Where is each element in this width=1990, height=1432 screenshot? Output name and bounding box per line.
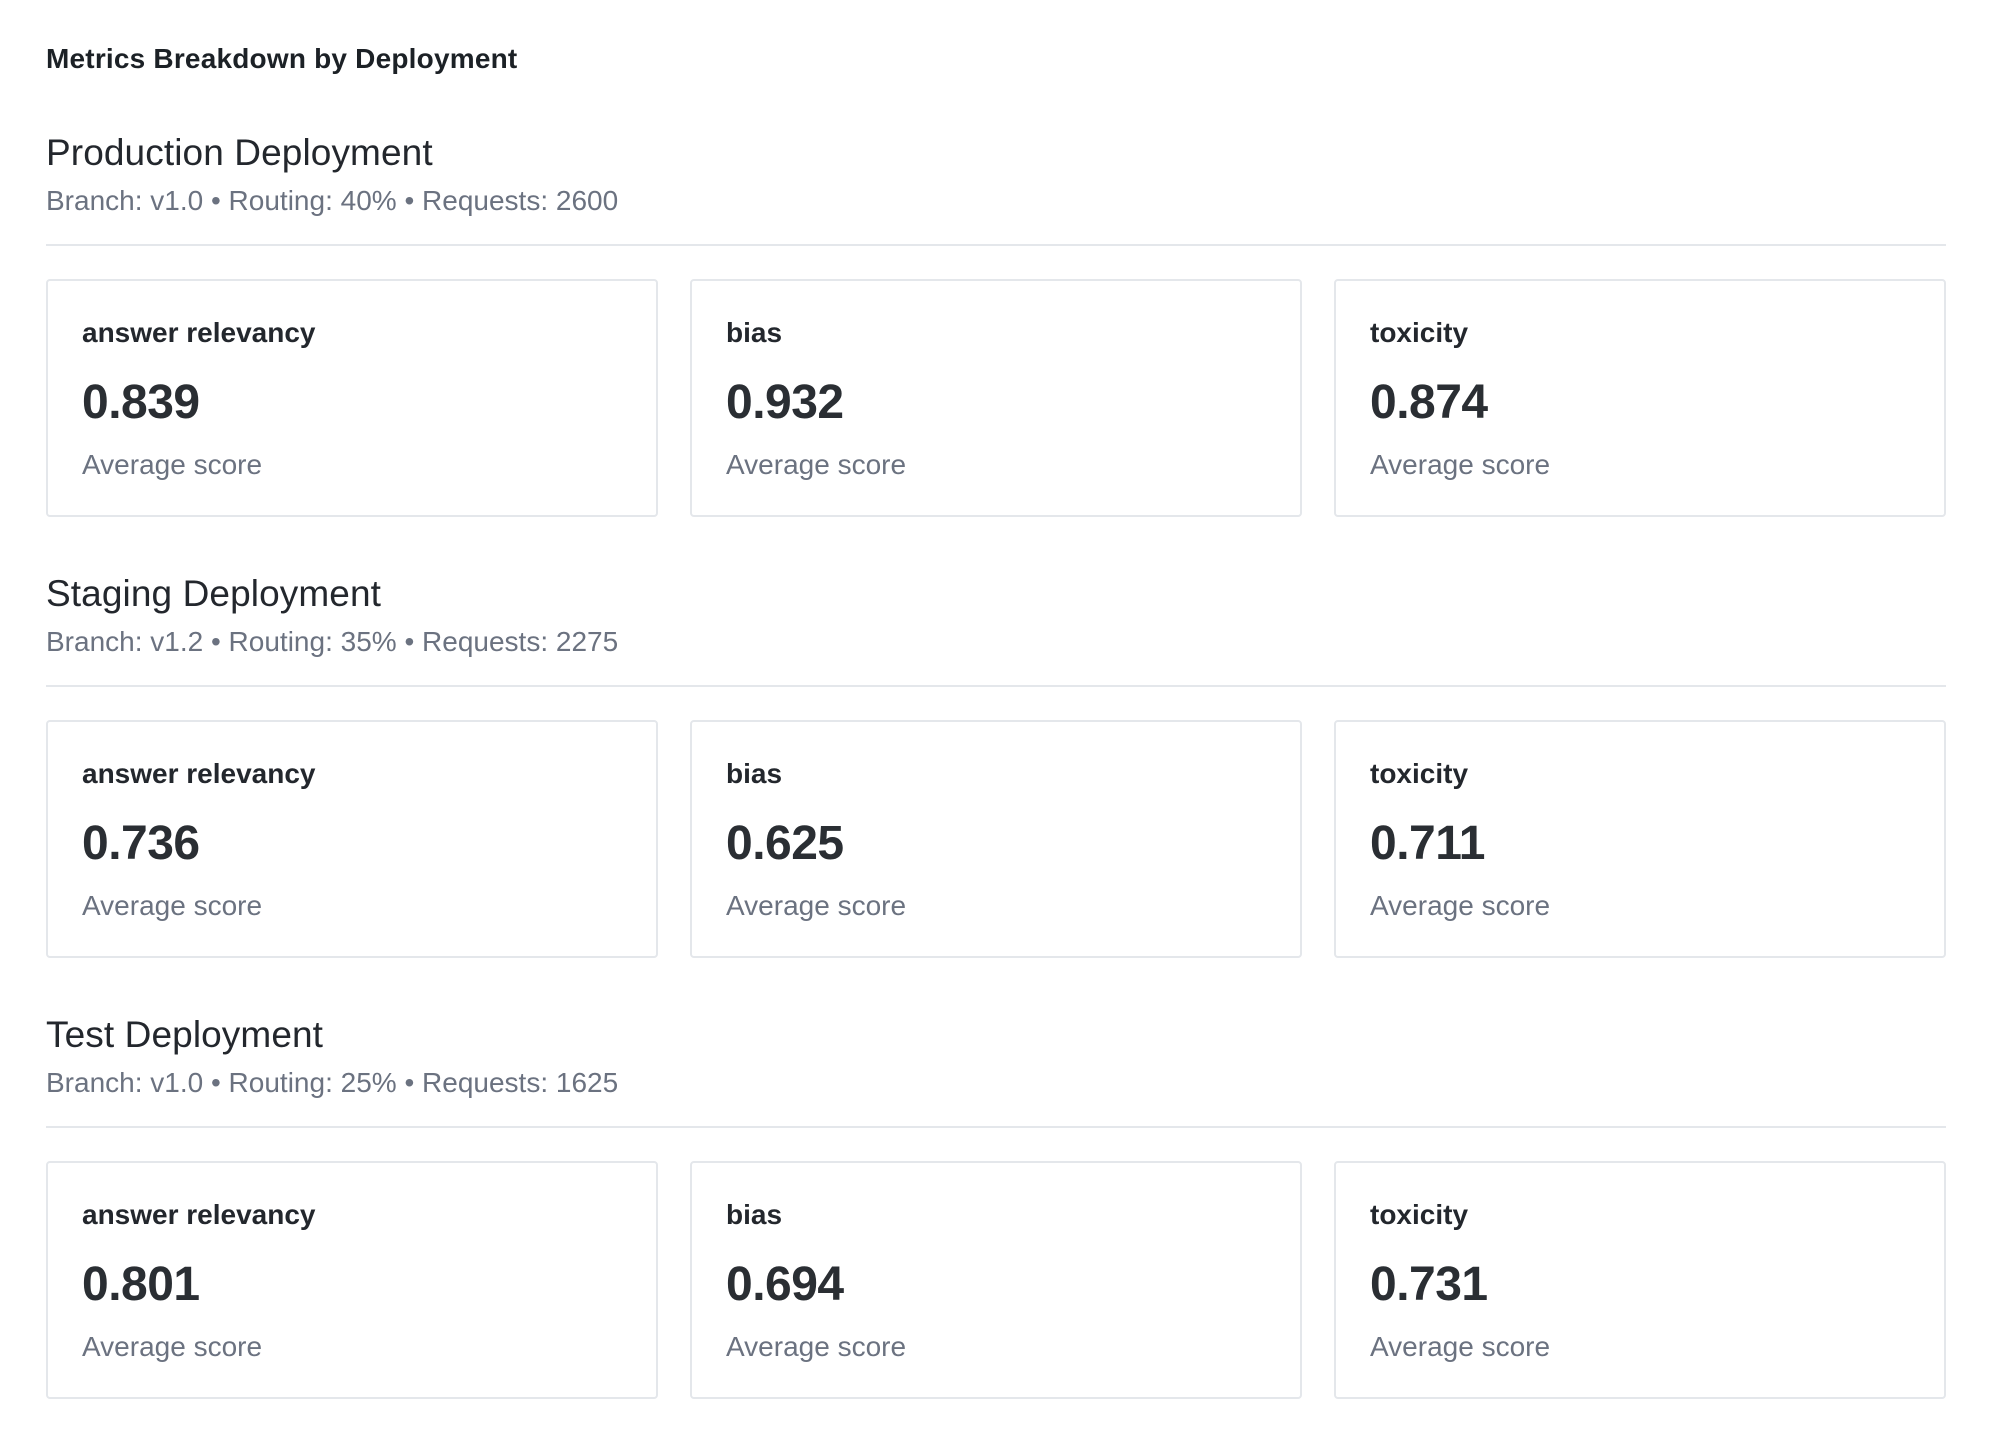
metric-sublabel: Average score bbox=[82, 890, 263, 921]
metric-card-answer-relevancy: answer relevancy 0.736 Average score bbox=[46, 720, 658, 958]
metric-card-row: answer relevancy 0.801 Average score bia… bbox=[46, 1161, 1946, 1399]
metric-sublabel: Average score bbox=[1370, 1331, 1551, 1362]
metric-card-row: answer relevancy 0.839 Average score bia… bbox=[46, 279, 1946, 517]
metric-value: 0.731 bbox=[1370, 1258, 1488, 1311]
metric-name: bias bbox=[726, 1199, 783, 1230]
metric-name: toxicity bbox=[1370, 758, 1469, 789]
metric-name: answer relevancy bbox=[82, 317, 316, 348]
metric-name: bias bbox=[726, 317, 783, 348]
metric-name: toxicity bbox=[1370, 1199, 1469, 1230]
metric-sublabel: Average score bbox=[1370, 449, 1551, 480]
section-heading: Test Deployment bbox=[46, 1014, 324, 1055]
metric-value: 0.625 bbox=[726, 817, 844, 870]
metric-value: 0.839 bbox=[82, 376, 200, 429]
metric-name: answer relevancy bbox=[82, 758, 316, 789]
section-heading: Production Deployment bbox=[46, 132, 433, 173]
metric-value: 0.932 bbox=[726, 376, 844, 429]
page-title: Metrics Breakdown by Deployment bbox=[46, 43, 518, 74]
metric-sublabel: Average score bbox=[726, 890, 907, 921]
metric-card-answer-relevancy: answer relevancy 0.801 Average score bbox=[46, 1161, 658, 1399]
section-heading: Staging Deployment bbox=[46, 573, 381, 614]
metric-value: 0.711 bbox=[1370, 817, 1485, 870]
metric-sublabel: Average score bbox=[1370, 890, 1551, 921]
metric-card-toxicity: toxicity 0.711 Average score bbox=[1334, 720, 1946, 958]
metric-card-bias: bias 0.932 Average score bbox=[690, 279, 1302, 517]
metric-sublabel: Average score bbox=[726, 1331, 907, 1362]
metric-sublabel: Average score bbox=[82, 1331, 263, 1362]
metric-name: answer relevancy bbox=[82, 1199, 316, 1230]
section-production-deployment: Production Deployment Branch: v1.0 • Rou… bbox=[46, 130, 1946, 517]
section-divider bbox=[46, 1126, 1946, 1128]
metric-value: 0.801 bbox=[82, 1258, 200, 1311]
metric-value: 0.694 bbox=[726, 1258, 844, 1311]
metric-card-row: answer relevancy 0.736 Average score bia… bbox=[46, 720, 1946, 958]
section-meta: Branch: v1.0 • Routing: 40% • Requests: … bbox=[46, 185, 619, 216]
metric-name: toxicity bbox=[1370, 317, 1469, 348]
metric-card-toxicity: toxicity 0.731 Average score bbox=[1334, 1161, 1946, 1399]
metric-name: bias bbox=[726, 758, 783, 789]
metric-card-bias: bias 0.625 Average score bbox=[690, 720, 1302, 958]
metric-card-bias: bias 0.694 Average score bbox=[690, 1161, 1302, 1399]
section-meta: Branch: v1.2 • Routing: 35% • Requests: … bbox=[46, 626, 619, 657]
metric-value: 0.736 bbox=[82, 817, 200, 870]
section-test-deployment: Test Deployment Branch: v1.0 • Routing: … bbox=[46, 1012, 1946, 1399]
metric-card-answer-relevancy: answer relevancy 0.839 Average score bbox=[46, 279, 658, 517]
metric-sublabel: Average score bbox=[82, 449, 263, 480]
section-meta: Branch: v1.0 • Routing: 25% • Requests: … bbox=[46, 1067, 619, 1098]
metric-value: 0.874 bbox=[1370, 376, 1488, 429]
metric-card-toxicity: toxicity 0.874 Average score bbox=[1334, 279, 1946, 517]
section-divider bbox=[46, 685, 1946, 687]
section-staging-deployment: Staging Deployment Branch: v1.2 • Routin… bbox=[46, 571, 1946, 958]
metric-sublabel: Average score bbox=[726, 449, 907, 480]
section-divider bbox=[46, 244, 1946, 246]
